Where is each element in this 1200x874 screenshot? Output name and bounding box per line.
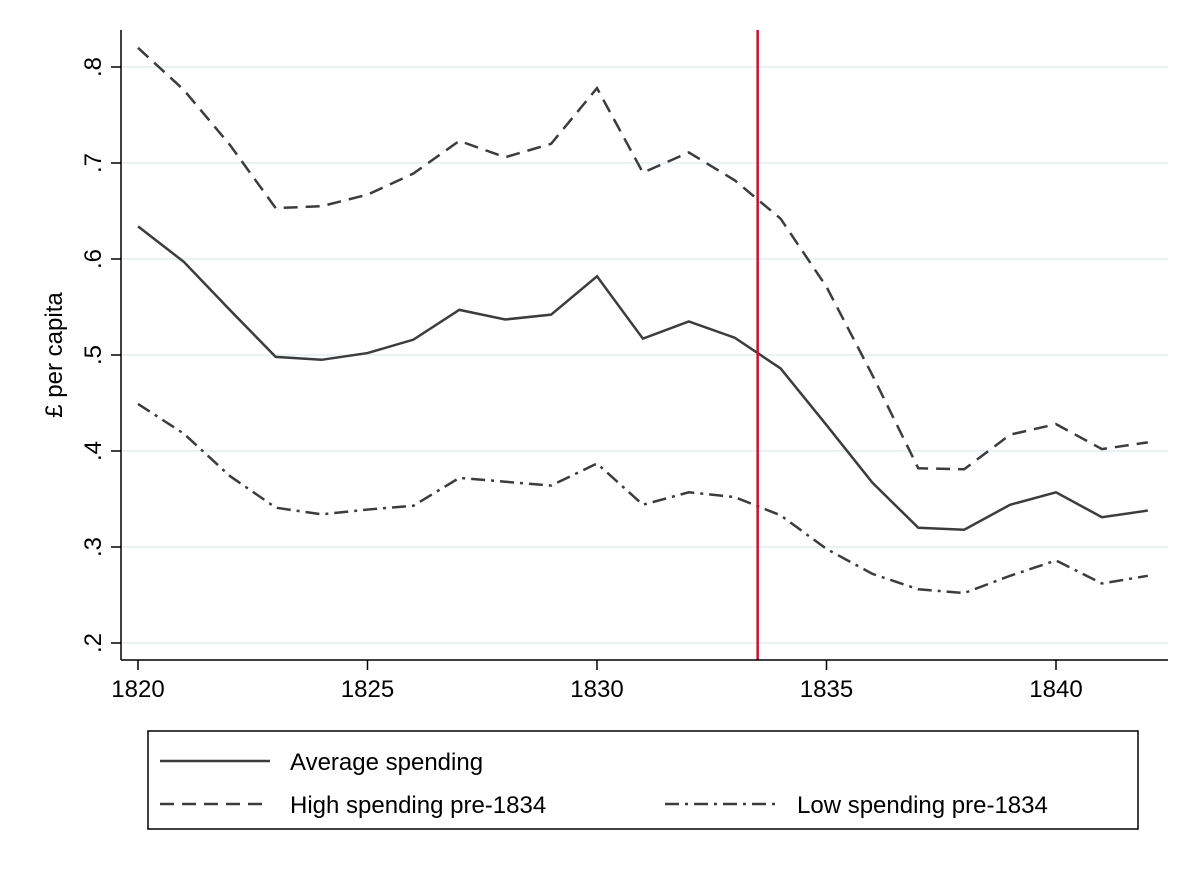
series-line-1 — [137, 46, 1148, 471]
y-tick-label: .5 — [80, 345, 107, 365]
x-tick-label: 1820 — [111, 676, 164, 703]
y-tick-label: .8 — [80, 57, 107, 77]
x-tick-label: 1825 — [341, 676, 394, 703]
series-line-2 — [137, 402, 1149, 595]
legend-label-high: High spending pre-1834 — [290, 792, 546, 819]
y-tick-label: .4 — [80, 441, 107, 461]
y-tick-label: .7 — [80, 153, 107, 173]
y-axis-label: £ per capita — [41, 292, 68, 418]
y-tick-label: .2 — [80, 633, 107, 653]
series-line-0 — [137, 225, 1148, 531]
legend-label-average: Average spending — [290, 749, 483, 776]
x-tick-label: 1835 — [800, 676, 853, 703]
x-tick-label: 1830 — [570, 676, 623, 703]
y-tick-label: .3 — [80, 537, 107, 557]
x-tick-label: 1840 — [1029, 676, 1082, 703]
y-tick-label: .6 — [80, 249, 107, 269]
legend-label-low: Low spending pre-1834 — [797, 792, 1048, 819]
legend: Average spending High spending pre-1834 … — [147, 730, 1139, 830]
